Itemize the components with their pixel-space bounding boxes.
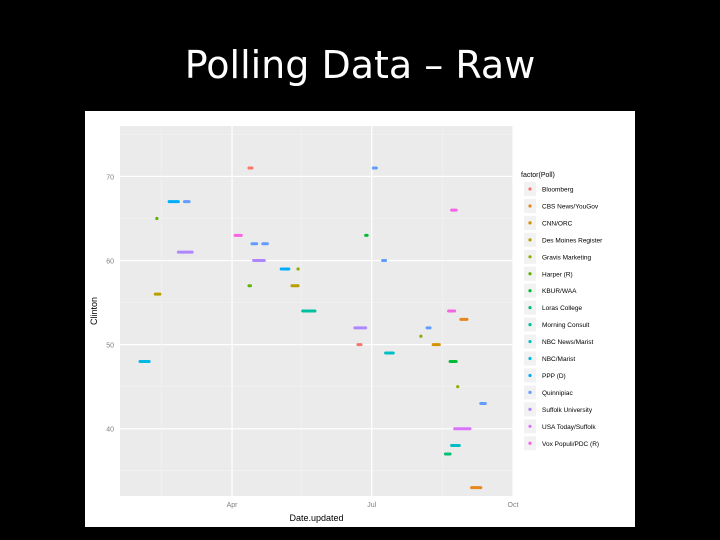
legend-swatch (528, 407, 532, 411)
legend-swatch (528, 187, 532, 191)
legend-title: factor(Poll) (521, 172, 555, 179)
legend-swatch (528, 255, 532, 259)
y-tick-label: 70 (106, 174, 114, 181)
legend-entry-label: Loras College (542, 305, 582, 312)
legend-swatch (528, 373, 532, 378)
legend-entry-label: NBC News/Marist (542, 339, 593, 346)
legend-swatch (528, 441, 532, 445)
chart-frame: 40 50 60 70 Apr Jul Oct Date.updated Clinton … (85, 111, 635, 527)
legend-swatch (528, 289, 532, 293)
legend: Bloomberg CBS News/YouGov CNN/ORC Des Moine… (524, 182, 603, 451)
x-tick-label: Jul (367, 502, 376, 509)
legend-entry-label: NBC/Marist (542, 356, 575, 363)
x-tick-label: Apr (227, 502, 239, 509)
x-axis-ticks: Apr Jul Oct (227, 502, 519, 509)
x-axis-label: Date.updated (289, 513, 343, 523)
legend-swatch (528, 356, 532, 361)
legend-swatch (528, 390, 532, 394)
y-tick-label: 40 (106, 427, 114, 434)
legend-entry-label: Vox Populi/PDC (R) (542, 441, 599, 448)
legend-entry-label: CNN/ORC (542, 220, 573, 227)
x-tick-label: Oct (508, 502, 519, 509)
legend-swatch (528, 306, 532, 310)
grid-lines (120, 126, 514, 496)
legend-entry-label: Des Moines Register (542, 237, 603, 244)
legend-entry-label: CBS News/YouGov (542, 203, 599, 210)
y-tick-label: 50 (106, 343, 114, 350)
data-marks (138, 166, 487, 490)
legend-entry-label: Morning Consult (542, 322, 590, 329)
data-point (419, 334, 423, 338)
legend-entry-label: PPP (D) (542, 373, 566, 380)
data-point (456, 385, 460, 389)
y-axis-ticks: 40 50 60 70 (106, 174, 114, 433)
data-point (155, 216, 159, 221)
y-axis-label: Clinton (89, 297, 99, 325)
legend-entry-label: Bloomberg (542, 187, 574, 194)
legend-entry-label: Gravis Marketing (542, 254, 592, 261)
legend-swatch (528, 323, 532, 327)
legend-swatch (528, 272, 532, 276)
legend-entry-label: Harper (R) (542, 271, 573, 278)
legend-entry-label: USA Today/Suffolk (542, 424, 596, 431)
slide-title: Polling Data – Raw (184, 43, 536, 87)
legend-swatch (528, 204, 532, 208)
legend-entry-label: KBUR/WAA (542, 288, 577, 295)
legend-swatch (528, 339, 532, 344)
data-point (296, 267, 300, 271)
legend-swatch (528, 238, 532, 242)
legend-entry-label: Quinnipiac (542, 390, 573, 397)
y-tick-label: 60 (106, 259, 114, 266)
legend-entry-label: Suffolk University (542, 407, 593, 414)
legend-swatch (528, 424, 532, 428)
legend-swatch (528, 221, 532, 225)
